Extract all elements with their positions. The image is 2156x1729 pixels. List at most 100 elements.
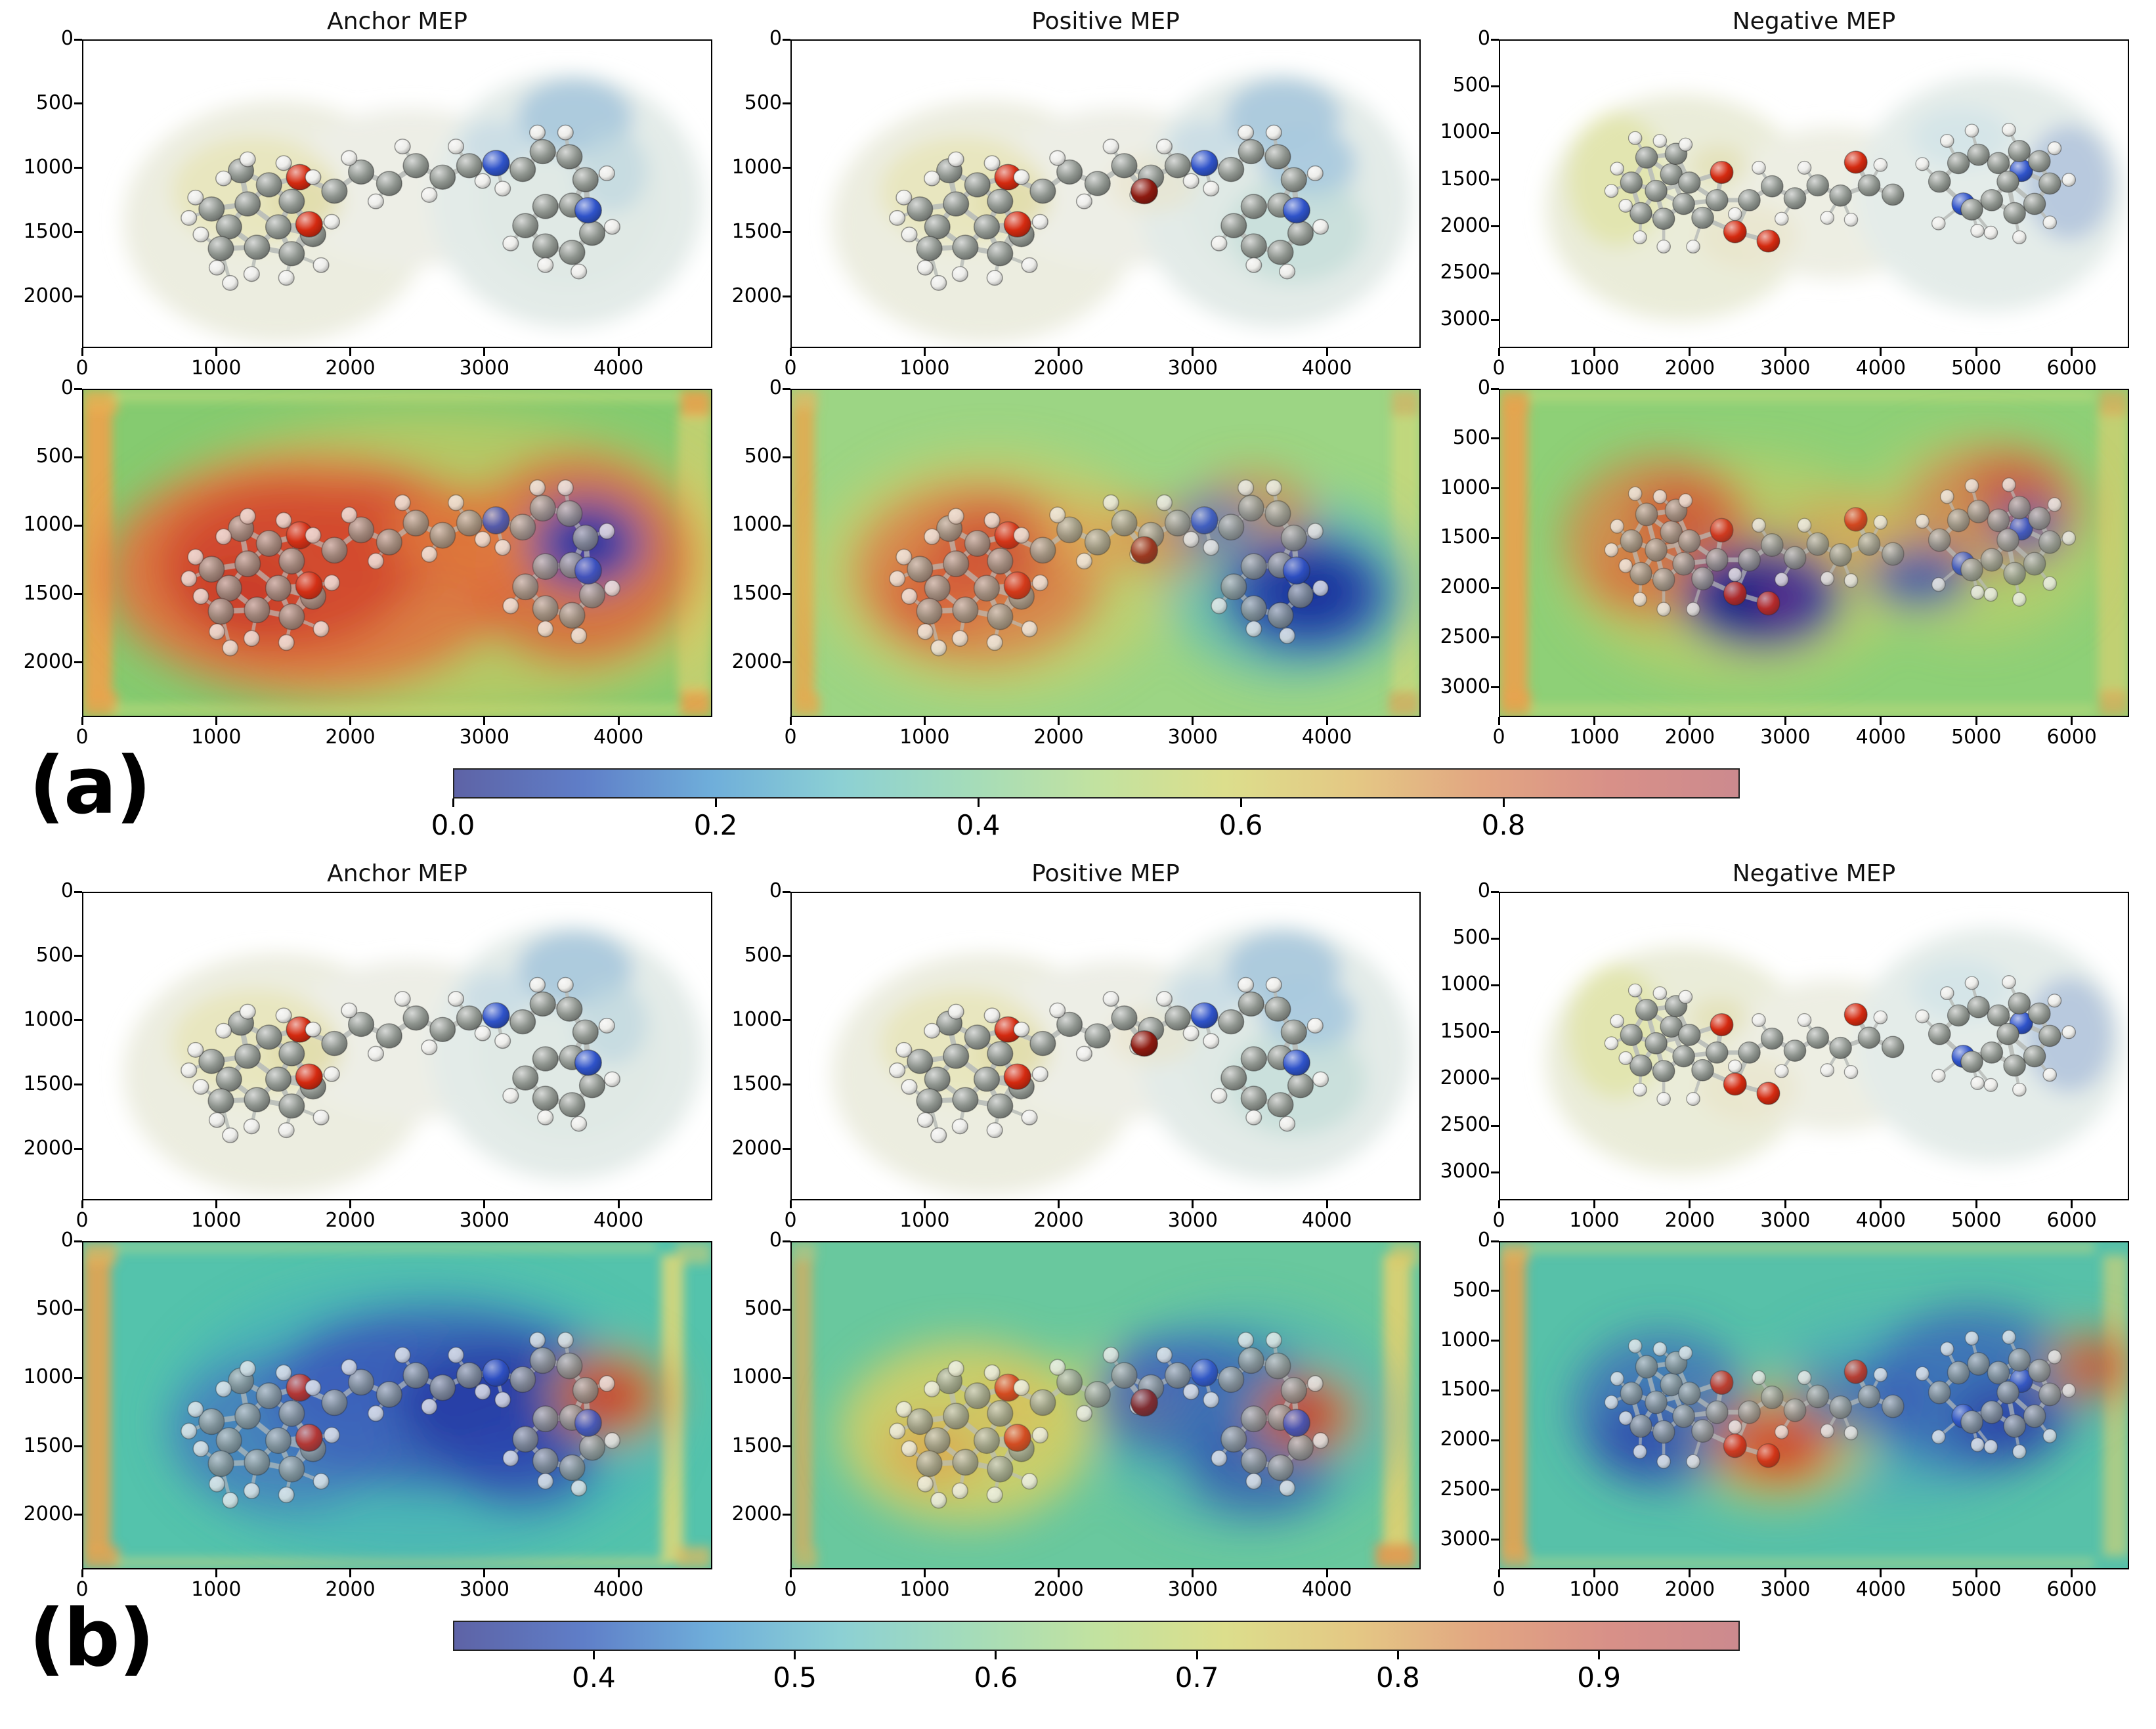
x-tick-mark — [789, 1200, 792, 1208]
y-tick-label: 2000 — [731, 284, 782, 307]
y-tick-label: 1000 — [1440, 973, 1490, 996]
x-tick-mark — [789, 1569, 792, 1577]
y-tick-label: 1500 — [731, 219, 782, 243]
x-tick-label: 4000 — [1301, 1578, 1352, 1601]
x-tick-label: 2000 — [1664, 726, 1715, 749]
x-tick-label: 3000 — [1167, 726, 1218, 749]
y-tick-mark — [1491, 1124, 1499, 1127]
y-tick-label: 500 — [1452, 426, 1490, 449]
y-tick-label: 500 — [744, 91, 782, 114]
y-tick-mark — [74, 955, 82, 957]
colorbar-b — [453, 1621, 1740, 1651]
x-tick-mark — [483, 348, 486, 356]
y-tick-label: 0 — [769, 1229, 782, 1252]
x-tick-label: 1000 — [1569, 1578, 1620, 1601]
y-tick-label: 500 — [1452, 74, 1490, 97]
y-tick-label: 2500 — [1440, 261, 1490, 284]
colorbar-tick-label: 0.4 — [956, 809, 1001, 841]
y-tick-mark — [1491, 1389, 1499, 1391]
molecule-positive — [889, 976, 1329, 1143]
plot-axes-box — [82, 1241, 712, 1569]
x-tick-mark — [215, 1569, 217, 1577]
y-tick-mark — [1491, 636, 1499, 639]
colorbar-tick-label: 0.8 — [1375, 1661, 1420, 1694]
heatmap-plot-anchor-panela: 0 500 1000 1500 2000 0 1000 2000 3000 4000 — [20, 377, 719, 753]
x-tick-mark — [349, 348, 351, 356]
x-tick-label: 1000 — [191, 357, 242, 380]
attention-heatmap-canvas — [83, 390, 711, 716]
x-tick-label: 4000 — [1301, 1209, 1352, 1232]
plot-axes-box — [82, 892, 712, 1200]
y-tick-label: 1000 — [731, 1365, 782, 1389]
x-tick-label: 2000 — [325, 1209, 376, 1232]
heatmap-plot-anchor-panelb: 0 500 1000 1500 2000 0 1000 2000 3000 4000 — [20, 1229, 719, 1605]
x-tick-label: 4000 — [593, 726, 644, 749]
colorbar-row-a: (a) 0.0 0.2 0.4 0.6 0.8 — [20, 741, 2156, 858]
y-tick-label: 2000 — [23, 1136, 74, 1160]
y-tick-mark — [783, 1019, 790, 1022]
heatmap-row-a: 0 500 1000 1500 2000 0 1000 2000 3000 4000 0 500 100… — [20, 377, 2156, 753]
y-tick-label: 1000 — [23, 513, 74, 536]
molecule-anchor — [181, 479, 621, 657]
y-tick-label: 2000 — [23, 284, 74, 307]
y-tick-label: 500 — [1452, 926, 1490, 950]
y-tick-label: 2500 — [1440, 1113, 1490, 1137]
y-tick-label: 1000 — [1440, 1328, 1490, 1351]
colorbar-tick-mark — [995, 1651, 997, 1659]
x-tick-label: 1000 — [1569, 1209, 1620, 1232]
y-tick-mark — [1491, 179, 1499, 181]
y-tick-label: 0 — [1477, 879, 1490, 902]
y-tick-label: 1500 — [1440, 525, 1490, 549]
x-tick-mark — [1784, 348, 1786, 356]
y-tick-label: 500 — [744, 1297, 782, 1321]
molecule-negative — [1604, 123, 2076, 254]
x-tick-mark — [1326, 1569, 1328, 1577]
y-tick-mark — [1491, 890, 1499, 893]
x-tick-label: 4000 — [1855, 1578, 1906, 1601]
colorbar-tick-label: 0.7 — [1175, 1661, 1219, 1694]
y-tick-label: 0 — [1477, 376, 1490, 399]
y-tick-mark — [1491, 686, 1499, 689]
y-tick-label: 2000 — [1440, 575, 1490, 599]
panel-label-b: (b) — [29, 1593, 155, 1684]
heatmap-plot-positive-panelb: 0 500 1000 1500 2000 0 1000 2000 3000 4000 — [728, 1229, 1427, 1605]
y-tick-mark — [1491, 1031, 1499, 1034]
mep-surface-canvas — [83, 893, 711, 1199]
y-tick-mark — [1491, 1171, 1499, 1173]
plot-title: Positive MEP — [1031, 860, 1180, 887]
x-tick-mark — [923, 1200, 926, 1208]
y-tick-mark — [1491, 131, 1499, 134]
y-tick-mark — [74, 1148, 82, 1150]
plot-axes-box — [82, 39, 712, 348]
x-tick-mark — [483, 1200, 486, 1208]
y-tick-label: 500 — [744, 445, 782, 468]
mep-plot-positive-panela: Positive MEP 0 500 1000 1500 2000 0 1000 2000 300… — [728, 5, 1427, 385]
x-tick-label: 4000 — [593, 1209, 644, 1232]
colorbar-tick-mark — [592, 1651, 595, 1659]
x-tick-mark — [81, 717, 83, 725]
plot-axes-box — [790, 39, 1421, 348]
y-tick-mark — [783, 955, 790, 957]
molecule-negative — [1604, 975, 2076, 1106]
y-tick-label: 2000 — [731, 1136, 782, 1160]
x-tick-label: 3000 — [459, 1578, 509, 1601]
y-tick-mark — [1491, 225, 1499, 228]
y-tick-label: 3000 — [1440, 307, 1490, 331]
y-tick-label: 0 — [1477, 1229, 1490, 1252]
molecule-anchor — [181, 1332, 621, 1509]
x-tick-label: 0 — [1492, 1578, 1505, 1601]
x-tick-label: 3000 — [1167, 1209, 1218, 1232]
molecule-positive — [889, 124, 1329, 291]
colorbar-tick-mark — [1598, 1651, 1601, 1659]
x-tick-mark — [923, 717, 926, 725]
y-tick-mark — [1491, 85, 1499, 87]
x-tick-mark — [1975, 1569, 1977, 1577]
heatmap-plot-negative-panela: 0 500 1000 1500 2000 2500 3000 0 1000 2000 3000 400… — [1436, 377, 2136, 753]
y-tick-mark — [783, 1445, 790, 1447]
y-tick-mark — [783, 38, 790, 41]
x-tick-label: 1000 — [1569, 726, 1620, 749]
y-tick-mark — [783, 456, 790, 458]
x-tick-mark — [1689, 717, 1691, 725]
y-tick-mark — [74, 231, 82, 234]
